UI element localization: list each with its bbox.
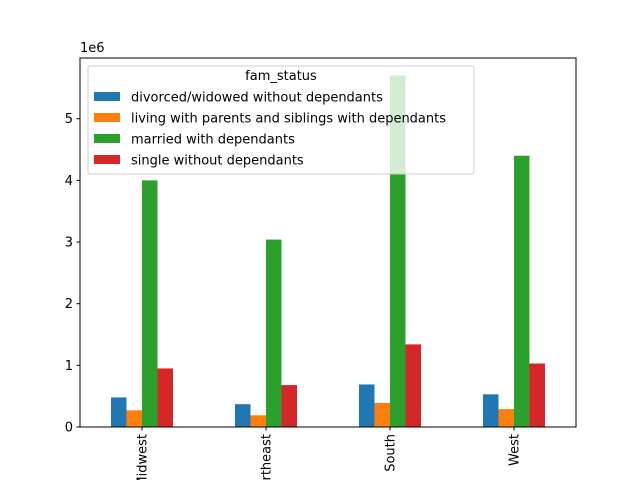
bar bbox=[514, 155, 530, 427]
legend-title: fam_status bbox=[245, 69, 317, 84]
legend-box bbox=[87, 65, 475, 175]
legend-label: divorced/widowed without dependants bbox=[131, 91, 383, 106]
x-tick-label: Northeast bbox=[260, 434, 275, 480]
legend-swatch bbox=[94, 134, 120, 143]
x-tick-label: West bbox=[508, 434, 523, 466]
legend-label: single without dependants bbox=[131, 154, 304, 169]
bar bbox=[157, 368, 173, 427]
legend-label: living with parents and siblings with de… bbox=[131, 112, 446, 127]
y-tick-label: 1 bbox=[65, 359, 73, 374]
bar bbox=[359, 384, 375, 427]
legend-swatch bbox=[94, 155, 120, 164]
bar bbox=[529, 363, 545, 427]
bar bbox=[235, 404, 251, 427]
y-offset-label: 1e6 bbox=[80, 41, 105, 56]
bar bbox=[405, 344, 421, 427]
bar bbox=[281, 385, 297, 427]
y-tick-label: 3 bbox=[65, 236, 73, 251]
legend-swatch bbox=[94, 113, 120, 122]
bar bbox=[498, 409, 514, 427]
y-tick-label: 5 bbox=[65, 112, 73, 127]
bar bbox=[374, 402, 390, 427]
bar bbox=[250, 415, 266, 427]
y-tick-label: 4 bbox=[65, 174, 73, 189]
legend-label: married with dependants bbox=[131, 133, 295, 148]
bars-layer bbox=[111, 75, 545, 427]
bar bbox=[483, 394, 499, 427]
bar bbox=[126, 410, 142, 427]
bar bbox=[142, 180, 158, 427]
x-tick-label: Midwest bbox=[136, 434, 151, 480]
legend-swatch bbox=[94, 92, 120, 101]
y-tick-label: 2 bbox=[65, 297, 73, 312]
y-tick-label: 0 bbox=[65, 421, 73, 436]
bar bbox=[111, 397, 127, 427]
legend: fam_status divorced/widowed without depe… bbox=[87, 65, 475, 175]
x-axis: Midwest Northeast South West bbox=[136, 427, 523, 480]
x-tick-label: South bbox=[384, 434, 399, 472]
bar bbox=[266, 239, 282, 427]
y-axis: 0 1 2 3 4 5 bbox=[65, 112, 80, 436]
